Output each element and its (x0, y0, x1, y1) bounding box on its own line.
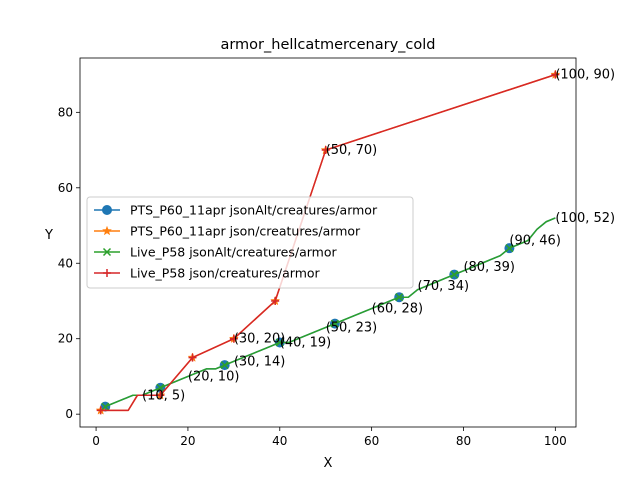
x-axis-label: X (324, 456, 333, 471)
annotation-label: (40, 19) (280, 335, 332, 350)
y-tick-label: 40 (58, 256, 73, 270)
series-4-point (229, 334, 238, 343)
annotation-label: (100, 90) (555, 68, 615, 83)
series-4-point (188, 353, 197, 362)
annotation-label: (60, 28) (372, 302, 424, 317)
series-3-point (505, 244, 514, 253)
legend-entry-3: Live_P58 jsonAlt/creatures/armor (94, 245, 337, 260)
legend-label: Live_P58 jsonAlt/creatures/armor (130, 245, 337, 260)
x-tick-label: 0 (92, 434, 100, 448)
legend-marker (103, 269, 111, 277)
chart-title: armor_hellcatmercenary_cold (220, 37, 435, 53)
x-tick-label: 80 (456, 434, 471, 448)
x-tick-label: 40 (272, 434, 287, 448)
y-tick-label: 80 (58, 105, 73, 119)
annotation-label: (30, 20) (234, 332, 286, 347)
y-tick-label: 0 (65, 407, 73, 421)
y-axis-ticks: 0 20 40 60 80 (58, 105, 80, 421)
annotation-label: (10, 5) (142, 388, 185, 403)
annotation-layer: (10, 5)(20, 10)(30, 14)(30, 20)(40, 19)(… (142, 68, 615, 404)
legend-marker (102, 247, 112, 257)
x-tick-label: 60 (364, 434, 379, 448)
legend-entry-2: PTS_P60_11apr json/creatures/armor (94, 224, 361, 239)
y-tick-label: 60 (58, 181, 73, 195)
legend-entry-4: Live_P58 json/creatures/armor (94, 266, 321, 281)
annotation-label: (50, 70) (326, 143, 378, 158)
annotation-label: (90, 46) (509, 234, 561, 249)
series-3-point (450, 270, 459, 279)
series-3 (101, 217, 556, 411)
series-4-point (321, 146, 330, 155)
series-3-point (220, 361, 229, 370)
legend: PTS_P60_11apr jsonAlt/creatures/armor PTS… (86, 196, 414, 289)
series-4-point (271, 296, 280, 305)
annotation-label: (100, 52) (555, 211, 615, 226)
series-3-point (101, 402, 110, 411)
annotation-label: (30, 14) (234, 354, 286, 369)
series-3-line (104, 217, 556, 408)
series-3-point (330, 319, 339, 328)
legend-marker (101, 225, 113, 236)
series-4-point (551, 70, 560, 79)
legend-box (86, 196, 414, 289)
legend-label: PTS_P60_11apr json/creatures/armor (130, 224, 361, 239)
y-tick-label: 20 (58, 332, 73, 346)
series-3-point (156, 383, 165, 392)
legend-label: PTS_P60_11apr jsonAlt/creatures/armor (130, 203, 378, 218)
legend-entry-1: PTS_P60_11apr jsonAlt/creatures/armor (94, 203, 378, 218)
axes-frame (79, 57, 577, 428)
series-3-point (395, 293, 404, 302)
legend-label: Live_P58 json/creatures/armor (130, 266, 321, 281)
legend-marker (102, 205, 112, 215)
annotation-label: (20, 10) (188, 369, 240, 384)
annotation-label: (50, 23) (326, 320, 378, 335)
series-3-point (275, 338, 284, 347)
x-axis-ticks: 0 20 40 60 80 100 (92, 427, 567, 448)
y-axis-label: Y (44, 228, 53, 243)
x-tick-label: 100 (544, 434, 567, 448)
series-4-point (96, 406, 105, 415)
annotation-label: (70, 34) (418, 279, 470, 294)
x-tick-label: 20 (180, 434, 195, 448)
series-4-point (156, 391, 165, 400)
annotation-label: (80, 39) (463, 260, 514, 275)
